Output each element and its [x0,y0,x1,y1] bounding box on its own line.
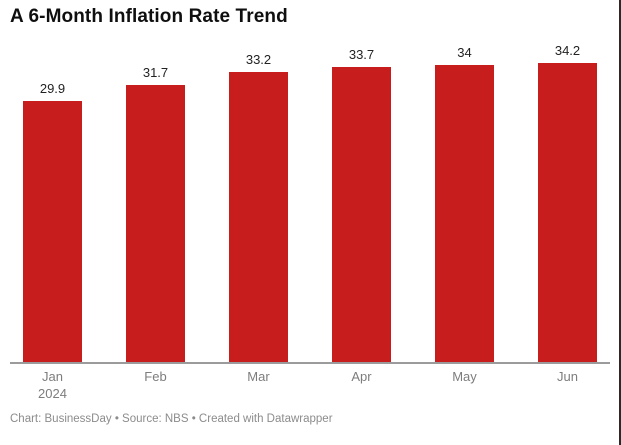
bar-value-label: 33.2 [245,51,272,67]
bar-value-label: 29.9 [39,80,66,96]
bar-column: 31.7 [126,65,185,363]
bar-column: 34 [435,45,494,363]
x-axis-tick-label: May [452,369,477,384]
bar [332,67,391,363]
x-axis: Jan 2024 Feb Mar Apr May Jun [10,369,610,403]
bar [23,100,82,363]
bar-value-label: 34 [457,44,472,60]
bar-column: 29.9 [23,81,82,363]
bar-column: 33.2 [229,52,288,363]
x-axis-tick-label: Feb [144,369,167,384]
bar-column: 34.2 [538,43,597,363]
bar-column: 33.7 [332,47,391,363]
attribution-footer: Chart: BusinessDay • Source: NBS • Creat… [10,413,333,425]
x-axis-tick-label: Jun [557,369,578,384]
bar-value-label: 31.7 [142,64,169,80]
bar-value-label: 34.2 [554,43,581,58]
bar [435,64,494,363]
bar [229,71,288,363]
x-axis-tick-label: Mar [247,369,270,384]
bar-value-label: 33.7 [348,47,375,63]
x-axis-tick-label: Apr [351,369,372,384]
plot-area: 29.9 31.7 33.2 33.7 34 34.2 [10,40,610,363]
bar [126,84,185,363]
chart-title: A 6-Month Inflation Rate Trend [10,6,288,27]
bar [538,63,597,363]
x-axis-line [10,362,610,364]
x-axis-tick-sublabel: 2024 [38,385,67,401]
x-axis-tick-label: Jan 2024 [23,369,82,403]
